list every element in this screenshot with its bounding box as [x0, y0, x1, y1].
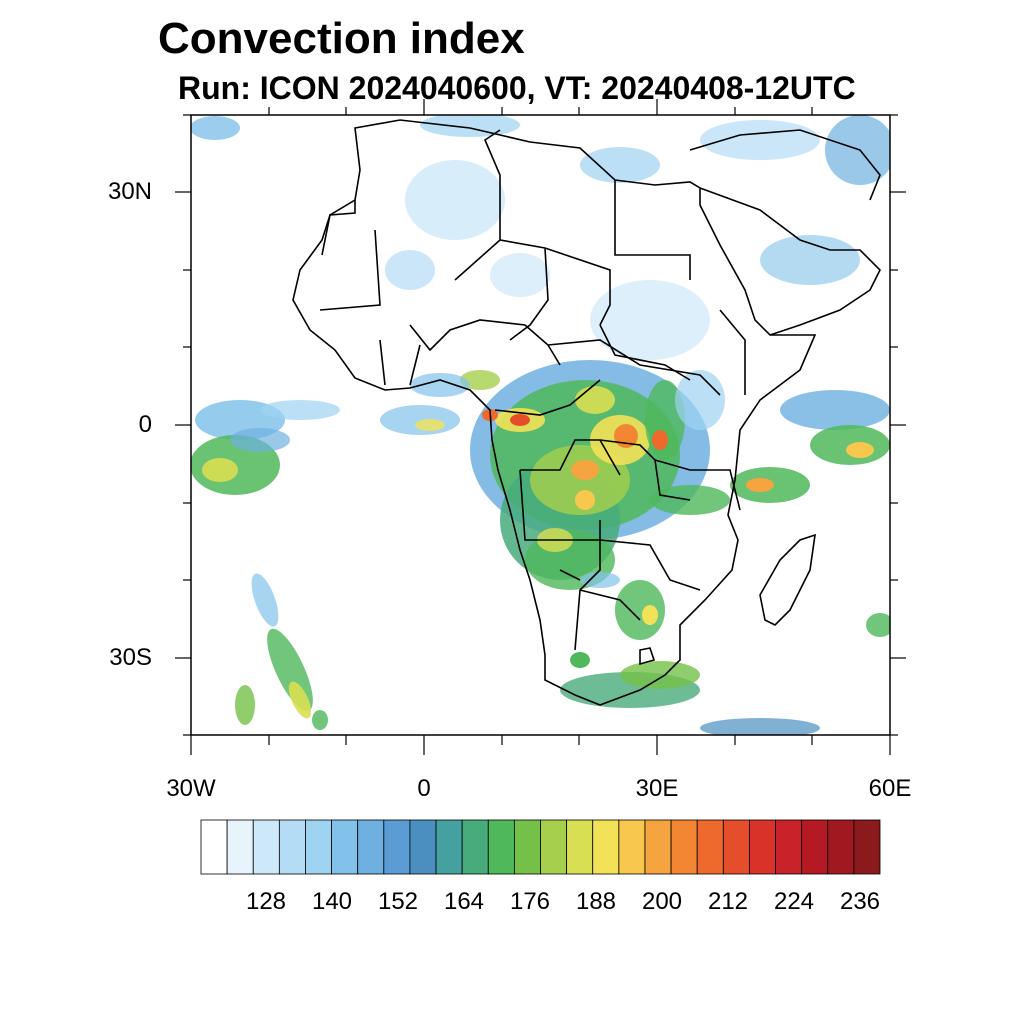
convection-field: [191, 115, 890, 735]
colorbar-swatch: [722, 819, 750, 875]
lon-label-60e: 60E: [868, 775, 912, 802]
colorbar-swatch: [566, 819, 594, 875]
colorbar-swatch: [618, 819, 646, 875]
lat-label-0: 0: [138, 411, 152, 438]
colorbar-swatch: [540, 819, 568, 875]
coastlines-borders: [292, 119, 881, 706]
colorbar-swatch: [827, 819, 855, 875]
colorbar-swatch: [670, 819, 698, 875]
lat-label-30n: 30N: [107, 178, 152, 205]
colorbar-swatch: [592, 819, 620, 875]
colorbar-swatch: [749, 819, 776, 875]
lon-label-30e: 30E: [635, 775, 679, 802]
colorbar-swatch: [357, 819, 385, 875]
chart-subtitle: Run: ICON 2024040600, VT: 20240408-12UTC: [178, 70, 856, 106]
colorbar-label: 236: [839, 888, 881, 915]
colorbar-swatch: [644, 819, 672, 875]
colorbar-label: 152: [377, 888, 419, 915]
lon-label-0: 0: [417, 775, 431, 802]
colorbar-swatch: [487, 819, 515, 875]
lat-label-30s: 30S: [109, 644, 152, 671]
colorbar-swatch: [383, 819, 411, 875]
colorbar-swatch: [775, 819, 803, 875]
colorbar-label: 212: [707, 888, 749, 915]
colorbar-label: 200: [641, 888, 683, 915]
colorbar-label: 128: [245, 888, 287, 915]
colorbar-swatch: [305, 819, 332, 875]
colorbar-swatch: [252, 819, 280, 875]
colorbar-swatch: [461, 819, 489, 875]
colorbar-swatch: [801, 819, 829, 875]
colorbar-swatch: [409, 819, 437, 875]
colorbar-swatch: [435, 819, 463, 875]
colorbar-swatch: [513, 819, 541, 875]
colorbar-swatch: [278, 819, 306, 875]
colorbar-label: 188: [575, 888, 617, 915]
axis-ticks: [175, 99, 906, 755]
colorbar-label: 224: [773, 888, 815, 915]
colorbar-label: 140: [311, 888, 353, 915]
colorbar-label: 176: [509, 888, 551, 915]
lon-label-30w: 30W: [166, 775, 216, 802]
colorbar-swatch: [853, 819, 881, 875]
colorbar-swatch: [200, 819, 228, 875]
colorbar-swatch: [331, 819, 359, 875]
colorbar-swatch: [226, 819, 254, 875]
chart-title: Convection index: [158, 14, 525, 63]
colorbar-swatch: [696, 819, 724, 875]
colorbar-label: 164: [443, 888, 485, 915]
